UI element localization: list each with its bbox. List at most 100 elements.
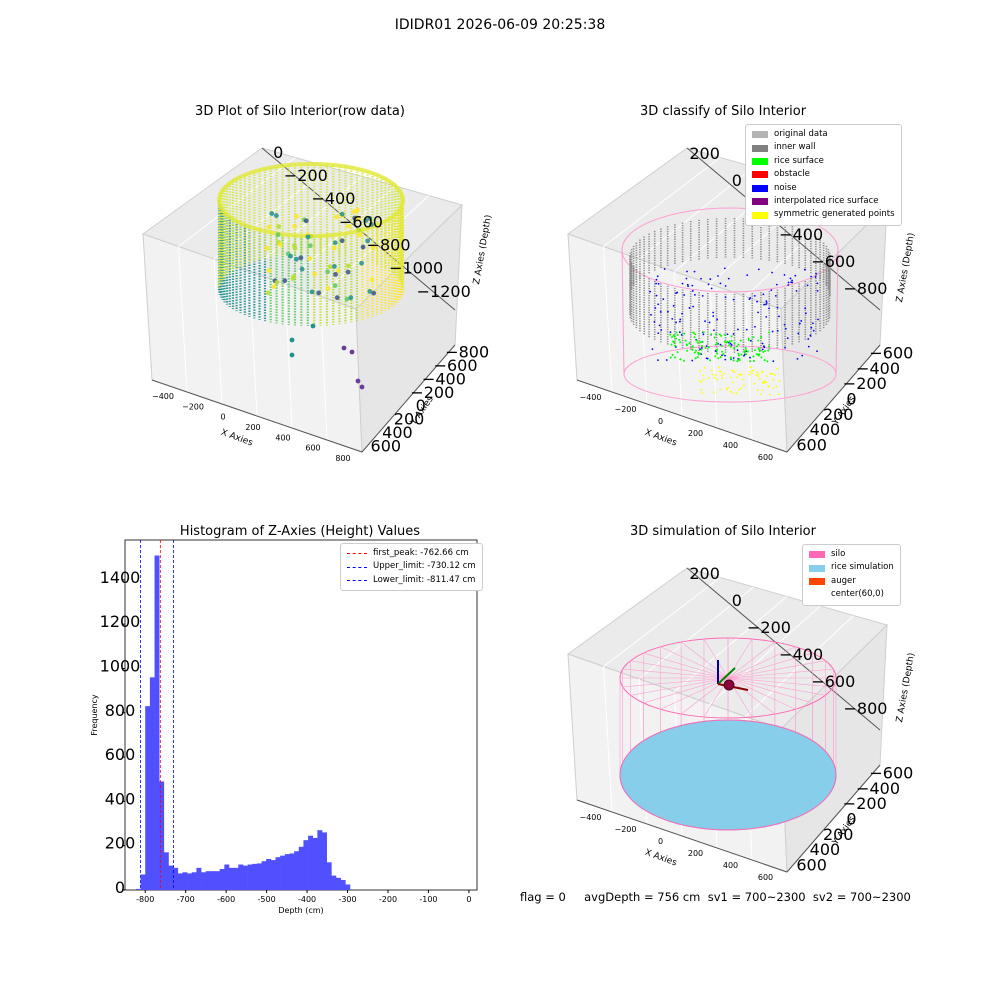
noise-point [702, 334, 704, 336]
symmetric-point [704, 367, 706, 369]
interior-point [300, 267, 305, 272]
rice-surface-point [692, 345, 694, 347]
noise-point [724, 355, 726, 357]
noise-point [797, 358, 799, 360]
rice-surface-point [733, 347, 735, 349]
noise-point [730, 343, 732, 345]
z-tick-label: 0 [732, 171, 742, 190]
symmetric-point [748, 374, 750, 376]
interior-point [325, 269, 330, 274]
histogram-bar [252, 864, 257, 890]
legend-entry: auger [809, 575, 894, 588]
symmetric-point [727, 387, 729, 389]
histogram-bar [178, 873, 183, 890]
noise-point [727, 333, 729, 335]
z-axis-label: Z Axies (Depth) [895, 652, 917, 723]
x-tick-label: -800 [136, 895, 154, 904]
noise-point [817, 290, 819, 292]
noise-point [737, 329, 739, 331]
x-tick-label: 0 [466, 895, 471, 904]
symmetric-point [743, 384, 745, 386]
x-tick-label: -500 [258, 895, 276, 904]
noise-point [775, 295, 777, 297]
noise-point [784, 274, 786, 276]
symmetric-point [708, 377, 710, 379]
noise-point [712, 312, 714, 314]
noise-point [791, 280, 793, 282]
interior-point [326, 286, 331, 291]
rice-surface-point [724, 334, 726, 336]
legend-entry: inner wall [752, 141, 895, 154]
symmetric-point [736, 392, 738, 394]
outlier-point [360, 385, 365, 390]
outlier-point [290, 353, 295, 358]
rice-surface-point [709, 359, 711, 361]
legend-label: first_peak: -762.66 cm [373, 547, 469, 560]
classify-legend: original data inner wall rice surface obsta… [745, 124, 902, 226]
interior-point [346, 263, 351, 268]
symmetric-point [775, 386, 777, 388]
rice-surface-point [678, 339, 680, 341]
rice-surface-point [767, 350, 769, 352]
histogram-bar [248, 865, 253, 890]
noise-point [765, 316, 767, 318]
noise-point [704, 320, 706, 322]
outlier-point [356, 379, 361, 384]
noise-point [805, 312, 807, 314]
legend-swatch [809, 551, 825, 558]
noise-point [656, 295, 658, 297]
legend-label: rice surface [774, 155, 824, 168]
noise-point [725, 296, 727, 298]
rice-surface-point [745, 353, 747, 355]
symmetric-point [773, 379, 775, 381]
auger-marker [724, 680, 734, 690]
rice-surface-point [722, 353, 724, 355]
symmetric-point [772, 387, 774, 389]
x-tick-label: 800 [335, 454, 350, 463]
rice-surface-point [672, 340, 674, 342]
noise-point [812, 322, 814, 324]
interior-point [370, 277, 375, 282]
rice-surface-point [758, 349, 760, 351]
noise-point [652, 348, 654, 350]
rice-surface-point [669, 334, 671, 336]
symmetric-point [756, 371, 758, 373]
noise-point [749, 298, 751, 300]
noise-point [713, 329, 715, 331]
noise-point [790, 278, 792, 280]
z-tick-label: −600 [811, 252, 855, 271]
histogram-bar [257, 863, 262, 890]
symmetric-point [762, 389, 764, 391]
noise-point [766, 302, 768, 304]
z-tick-label: 0 [273, 143, 283, 162]
rice-surface-point [703, 331, 705, 333]
rice-surface-point [701, 345, 703, 347]
symmetric-point [764, 382, 766, 384]
rice-surface-point [730, 346, 732, 348]
rice-surface-point [691, 349, 693, 351]
interior-point [294, 257, 299, 262]
noise-point [801, 355, 803, 357]
legend-entry: first_peak: -762.66 cm [347, 547, 476, 560]
interior-point [267, 225, 272, 230]
interior-point [333, 272, 338, 277]
histogram-bar [155, 556, 160, 890]
noise-point [658, 283, 660, 285]
legend-label: auger [831, 575, 856, 588]
rice-surface-point [671, 344, 673, 346]
noise-point [682, 283, 684, 285]
symmetric-point [699, 380, 701, 382]
legend-entry: noise [752, 182, 895, 195]
symmetric-point [720, 371, 722, 373]
histogram-bar [243, 866, 248, 890]
rice-surface-point [695, 357, 697, 359]
rice-surface-point [753, 336, 755, 338]
histogram-bar [215, 871, 220, 890]
interior-point [367, 289, 372, 294]
noise-point [785, 328, 787, 330]
rice-surface-point [671, 336, 673, 338]
interior-point [332, 264, 337, 269]
symmetric-point [742, 379, 744, 381]
noise-point [656, 279, 658, 281]
rice-surface-point [694, 336, 696, 338]
